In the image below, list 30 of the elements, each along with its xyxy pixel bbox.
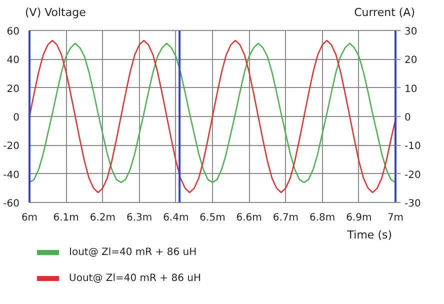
y2-axis-title: Current (A)	[354, 5, 415, 21]
legend-label: Iout@ Zl=40 mR + 86 uH	[68, 246, 197, 260]
y-axis-title: (V) Voltage	[25, 5, 86, 21]
y2-tick-label: -20	[404, 170, 421, 181]
y2-tick-label: 20	[404, 55, 418, 66]
y2-tick-label: 0	[404, 112, 411, 124]
x-tick-label: 7m	[387, 212, 404, 224]
x-tick-label: 6m	[21, 212, 38, 224]
x-tick-label: 6.7m	[272, 212, 299, 224]
x-axis-title: Time (s)	[346, 228, 392, 242]
legend-label: Uout@ Zl=40 mR + 86 uH	[68, 272, 201, 286]
x-tick-label: 6.5m	[200, 212, 226, 224]
x-tick-label: 6.9m	[346, 212, 372, 224]
y-tick-label: 0	[13, 112, 20, 124]
y-tick-label: 20	[6, 84, 20, 95]
y-tick-label: 60	[6, 26, 20, 38]
x-tick-label: 6.3m	[126, 212, 152, 224]
x-tick-label: 6.1m	[53, 212, 79, 224]
y-tick-label: 40	[6, 55, 20, 66]
x-tick-label: 6.8m	[309, 212, 336, 224]
y-tick-label: -60	[3, 198, 20, 210]
y2-tick-label: 30	[404, 26, 418, 38]
y-tick-label: -40	[3, 170, 20, 181]
x-tick-label: 6.6m	[236, 212, 262, 224]
y2-tick-label: -10	[404, 141, 421, 152]
y2-tick-label: 10	[404, 84, 418, 95]
y2-tick-label: -30	[404, 198, 421, 210]
y-tick-label: -20	[3, 141, 20, 152]
x-tick-label: 6.2m	[90, 212, 116, 224]
x-tick-label: 6.4m	[163, 212, 189, 224]
